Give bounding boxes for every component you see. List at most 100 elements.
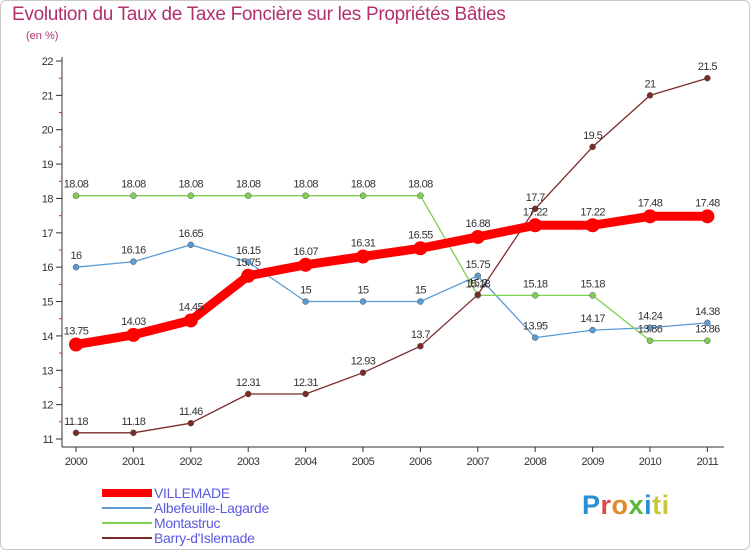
data-point [187, 241, 195, 249]
data-point [528, 218, 543, 233]
data-point [241, 268, 256, 283]
y-tick-label: 17 [42, 228, 54, 240]
y-tick-label: 11 [43, 434, 54, 446]
data-label: 16 [70, 250, 82, 262]
data-label: 16.16 [121, 245, 146, 257]
data-label: 15.2 [468, 278, 487, 290]
data-point [531, 334, 539, 341]
data-point [72, 263, 80, 271]
data-point [413, 241, 428, 256]
chart-axes: 11 12 13 14 15 16 17 18 19 20 21 22 2000 2001 2002 2003… [42, 56, 724, 468]
x-tick-label: 2009 [581, 456, 604, 468]
series-lines [71, 77, 712, 434]
data-label: 13.95 [523, 321, 548, 333]
x-tick-label: 2011 [697, 456, 719, 468]
y-tick-label: 22 [42, 56, 54, 68]
y-tick-label: 13 [42, 365, 54, 377]
data-point [470, 229, 485, 244]
data-label: 14.17 [580, 313, 605, 325]
data-label: 12.31 [236, 377, 261, 389]
data-label: 21.5 [698, 61, 717, 73]
legend-item-albefeuille-lagarde: Albefeuille-Lagarde [102, 500, 352, 516]
data-point [130, 429, 137, 437]
x-tick-label: 2010 [639, 456, 662, 468]
data-label: 12.31 [293, 377, 318, 389]
data-label: 14.45 [179, 301, 204, 313]
x-tick-label: 2002 [180, 456, 203, 468]
data-point [130, 258, 137, 265]
proxiti-logo: Proxiti [582, 490, 670, 520]
data-label: 18.08 [121, 179, 146, 191]
series-line [75, 77, 709, 434]
data-label: 16.07 [293, 246, 318, 258]
data-label: 16.65 [179, 228, 204, 240]
legend-swatch [102, 537, 152, 539]
data-label: 17.22 [523, 206, 548, 218]
data-label: 18.08 [351, 179, 376, 191]
legend-swatch [102, 507, 152, 509]
data-label: 18.08 [64, 179, 89, 191]
y-tick-label: 18 [42, 193, 54, 205]
data-label: 18.08 [179, 179, 204, 191]
data-point [417, 342, 424, 350]
data-label: 15.18 [580, 278, 605, 290]
data-label: 21 [644, 78, 656, 90]
data-label: 18.08 [408, 179, 433, 191]
data-point [187, 192, 195, 199]
data-label: 14.03 [121, 316, 146, 328]
data-label: 13.7 [411, 329, 430, 341]
legend-label: Montastruc [154, 515, 221, 531]
chart-legend: VILLEMADE Albefeuille-Lagarde Montastruc… [102, 485, 352, 546]
data-label: 17.22 [580, 206, 605, 218]
legend-item-barry-d-islemade: Barry-d'Islemade [102, 530, 352, 546]
data-label: 15 [300, 285, 312, 297]
x-tick-label: 2007 [467, 456, 490, 468]
data-label: 11.18 [122, 416, 146, 428]
y-tick-label: 12 [42, 400, 54, 412]
data-label: 17.7 [526, 192, 545, 204]
series-points [69, 74, 715, 437]
data-point [244, 192, 252, 199]
x-tick-label: 2008 [524, 456, 547, 468]
data-point [359, 369, 367, 376]
y-tick-label: 21 [42, 90, 54, 102]
data-label: 14.38 [695, 306, 720, 318]
chart-title: Evolution du Taux de Taxe Foncière sur l… [12, 4, 506, 25]
x-tick-label: 2000 [65, 456, 88, 468]
data-point [244, 258, 252, 266]
data-label: 16.88 [466, 218, 491, 230]
series-line [75, 244, 709, 339]
data-label: 16.31 [351, 238, 376, 250]
data-label: 11.18 [64, 416, 88, 428]
y-tick-label: 20 [42, 125, 54, 137]
legend-label: VILLEMADE [154, 485, 230, 501]
y-tick-label: 16 [42, 262, 54, 274]
data-label: 16.55 [408, 229, 433, 241]
data-label: 17.48 [695, 197, 720, 209]
legend-swatch [102, 522, 152, 524]
chart-subtitle: (en %) [26, 30, 59, 42]
data-label: 13.86 [638, 324, 663, 336]
data-label: 18.08 [293, 179, 318, 191]
data-point [72, 429, 80, 437]
data-label: 15 [357, 285, 369, 297]
data-point [130, 192, 137, 199]
data-labels: 13.75 14.03 14.45 15.75 16.07 16.31 16.55 16.88… [64, 61, 721, 428]
y-tick-label: 19 [42, 159, 54, 171]
legend-swatch [102, 489, 152, 497]
data-point [585, 218, 600, 233]
x-tick-label: 2003 [237, 456, 260, 468]
data-point [359, 298, 367, 305]
data-label: 15.18 [466, 278, 491, 290]
y-tick-label: 15 [42, 297, 54, 309]
data-point [704, 319, 711, 327]
data-point [417, 192, 424, 199]
data-label: 15.75 [466, 259, 491, 271]
data-label: 13.86 [695, 324, 720, 336]
data-label: 15 [415, 285, 427, 297]
data-point [646, 324, 654, 331]
data-label: 11.46 [179, 406, 203, 418]
data-point [643, 209, 657, 224]
data-point [704, 337, 711, 344]
